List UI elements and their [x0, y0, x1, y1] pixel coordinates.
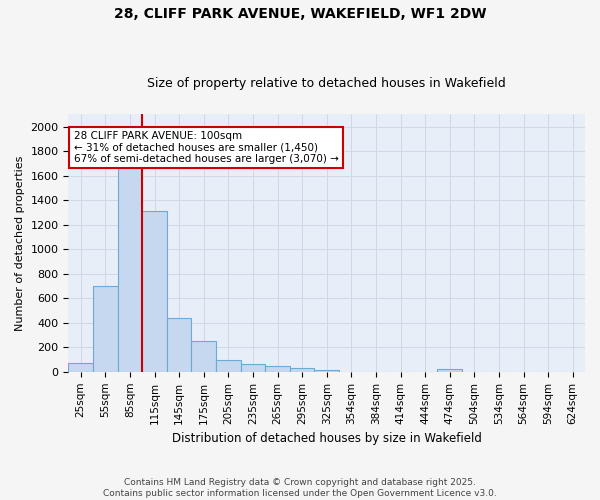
Bar	[241, 364, 265, 372]
Bar	[118, 168, 142, 372]
Title: Size of property relative to detached houses in Wakefield: Size of property relative to detached ho…	[148, 76, 506, 90]
Y-axis label: Number of detached properties: Number of detached properties	[15, 156, 25, 330]
Bar	[216, 360, 241, 372]
Bar	[290, 368, 314, 372]
Text: 28 CLIFF PARK AVENUE: 100sqm
← 31% of detached houses are smaller (1,450)
67% of: 28 CLIFF PARK AVENUE: 100sqm ← 31% of de…	[74, 131, 338, 164]
Bar	[142, 211, 167, 372]
Bar	[93, 286, 118, 372]
Bar	[265, 366, 290, 372]
Text: Contains HM Land Registry data © Crown copyright and database right 2025.
Contai: Contains HM Land Registry data © Crown c…	[103, 478, 497, 498]
Bar	[437, 370, 462, 372]
Bar	[167, 318, 191, 372]
X-axis label: Distribution of detached houses by size in Wakefield: Distribution of detached houses by size …	[172, 432, 482, 445]
Text: 28, CLIFF PARK AVENUE, WAKEFIELD, WF1 2DW: 28, CLIFF PARK AVENUE, WAKEFIELD, WF1 2D…	[114, 8, 486, 22]
Bar	[68, 363, 93, 372]
Bar	[191, 341, 216, 372]
Bar	[314, 370, 339, 372]
